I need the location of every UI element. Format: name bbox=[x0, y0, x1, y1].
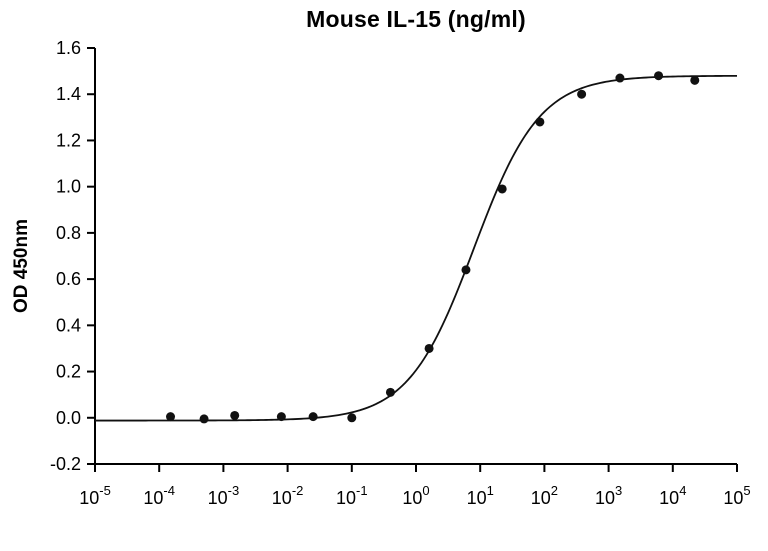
data-point bbox=[497, 184, 507, 194]
x-tick-base: 10 bbox=[595, 488, 615, 508]
y-tick-label: 1.2 bbox=[56, 130, 81, 150]
y-tick-label: 0.4 bbox=[56, 315, 81, 335]
x-tick-base: 10 bbox=[79, 488, 99, 508]
x-tick-label: 100 bbox=[402, 483, 429, 508]
data-point bbox=[615, 73, 625, 83]
y-tick-label: 1.6 bbox=[56, 38, 81, 58]
x-tick-label: 101 bbox=[467, 483, 494, 508]
x-tick-exponent: 5 bbox=[743, 483, 750, 498]
x-tick-label: 10-3 bbox=[208, 483, 240, 508]
data-point bbox=[654, 71, 664, 81]
data-point bbox=[461, 265, 471, 275]
data-point bbox=[424, 343, 434, 353]
data-point bbox=[690, 75, 700, 85]
x-tick-exponent: -3 bbox=[228, 483, 240, 498]
x-tick-exponent: 4 bbox=[679, 483, 686, 498]
y-tick-label: 1.0 bbox=[56, 177, 81, 197]
x-tick-label: 10-1 bbox=[336, 483, 368, 508]
x-tick-label: 104 bbox=[659, 483, 686, 508]
y-tick-label: 1.4 bbox=[56, 84, 81, 104]
x-tick-base: 10 bbox=[723, 488, 743, 508]
y-tick-label: 0.6 bbox=[56, 269, 81, 289]
x-tick-exponent: 3 bbox=[615, 483, 622, 498]
x-tick-base: 10 bbox=[208, 488, 228, 508]
x-tick-exponent: -4 bbox=[163, 483, 175, 498]
x-tick-base: 10 bbox=[467, 488, 487, 508]
x-tick-exponent: 0 bbox=[422, 483, 429, 498]
x-tick-label: 103 bbox=[595, 483, 622, 508]
y-axis-title: OD 450nm bbox=[11, 219, 32, 313]
x-tick-label: 10-4 bbox=[143, 483, 175, 508]
x-tick-exponent: 2 bbox=[551, 483, 558, 498]
fit-curve bbox=[95, 74, 738, 422]
data-point bbox=[230, 410, 240, 420]
data-point bbox=[199, 414, 209, 424]
x-tick-base: 10 bbox=[272, 488, 292, 508]
data-point bbox=[276, 412, 286, 422]
x-tick-label: 10-2 bbox=[272, 483, 304, 508]
y-tick-label: 0.2 bbox=[56, 362, 81, 382]
x-tick-base: 10 bbox=[402, 488, 422, 508]
x-tick-exponent: -2 bbox=[292, 483, 304, 498]
y-tick-label: 0.0 bbox=[56, 408, 81, 428]
data-point bbox=[347, 413, 357, 423]
x-tick-base: 10 bbox=[143, 488, 163, 508]
x-tick-base: 10 bbox=[336, 488, 356, 508]
chart-title: Mouse IL-15 (ng/ml) bbox=[306, 6, 526, 32]
data-point bbox=[166, 412, 176, 422]
x-tick-exponent: 1 bbox=[487, 483, 494, 498]
x-tick-base: 10 bbox=[531, 488, 551, 508]
x-tick-label: 105 bbox=[723, 483, 750, 508]
x-tick-label: 102 bbox=[531, 483, 558, 508]
data-point bbox=[577, 89, 587, 99]
x-tick-base: 10 bbox=[659, 488, 679, 508]
y-tick-label: -0.2 bbox=[50, 454, 81, 474]
x-tick-label: 10-5 bbox=[79, 483, 111, 508]
data-point bbox=[385, 387, 395, 397]
data-point bbox=[308, 412, 318, 422]
x-tick-exponent: -1 bbox=[356, 483, 368, 498]
data-point bbox=[535, 117, 545, 127]
x-tick-exponent: -5 bbox=[99, 483, 111, 498]
y-tick-label: 0.8 bbox=[56, 223, 81, 243]
